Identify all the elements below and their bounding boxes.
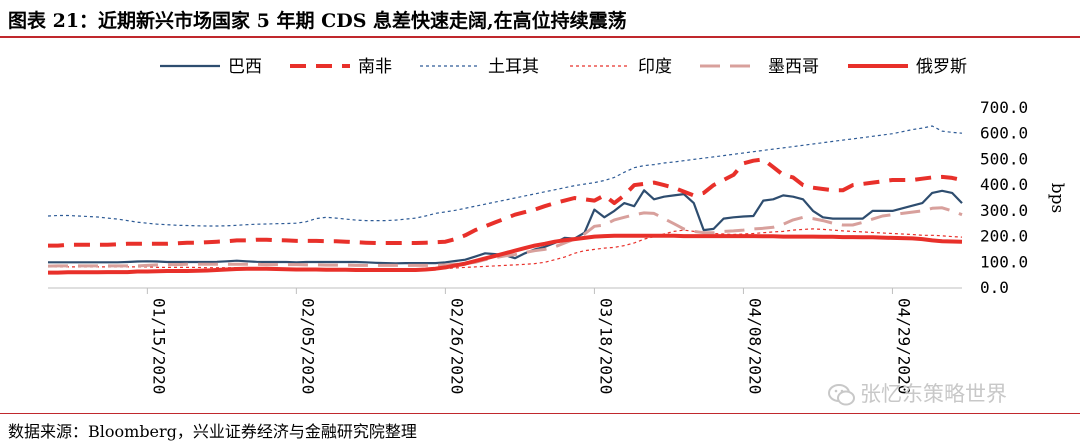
y-tick-label: 200.0 — [980, 227, 1028, 246]
title-rule — [0, 36, 1080, 38]
x-tick-label: 02/26/2020 — [447, 298, 466, 394]
legend-label-2: 南非 — [358, 57, 392, 77]
legend: 巴西 南非 土耳其 印度 墨西哥 俄罗斯 — [160, 57, 967, 77]
series-line-5 — [47, 206, 963, 268]
x-tick-label: 04/29/2020 — [894, 298, 913, 394]
legend-label-6: 俄罗斯 — [916, 57, 967, 77]
y-tick-label: 600.0 — [980, 124, 1028, 143]
series-line-4 — [48, 228, 963, 271]
series-line-2 — [48, 157, 963, 248]
source-rule — [0, 413, 1080, 414]
wechat-icon — [828, 384, 855, 406]
y-tick-label: 300.0 — [980, 201, 1028, 220]
y-tick-label: 700.0 — [980, 98, 1028, 117]
legend-label-1: 巴西 — [228, 57, 262, 77]
chart-title: 图表 21：近期新兴市场国家 5 年期 CDS 息差快速走阔,在高位持续震荡 — [8, 10, 627, 32]
axes: 0.0 100.0 200.0 300.0 400.0 500.0 600.0 700.0 01… — [48, 98, 1028, 394]
watermark-text: 张忆东策略世界 — [860, 382, 1007, 406]
legend-label-3: 土耳其 — [488, 57, 539, 77]
y-axis-label: bps — [1047, 183, 1067, 214]
x-tick-label: 01/15/2020 — [149, 298, 168, 394]
x-tick-label: 04/08/2020 — [745, 298, 764, 394]
y-tick-label: 100.0 — [980, 252, 1028, 271]
y-tick-label: 0.0 — [980, 278, 1009, 297]
series-line-6 — [48, 233, 963, 275]
y-tick-label: 500.0 — [980, 149, 1028, 168]
cds-line-chart: 巴西 南非 土耳其 印度 墨西哥 俄罗斯 0.0 100.0 200.0 300.0 400.0 5… — [47, 57, 1067, 394]
series-line-3 — [47, 125, 963, 227]
legend-label-4: 印度 — [638, 57, 672, 77]
source-note: 数据来源：Bloomberg，兴业证券经济与金融研究院整理 — [8, 422, 417, 441]
series-lines — [47, 125, 963, 275]
legend-label-5: 墨西哥 — [768, 57, 819, 77]
y-tick-label: 400.0 — [980, 175, 1028, 194]
x-tick-label: 02/05/2020 — [298, 298, 317, 394]
watermark: 张忆东策略世界 — [828, 378, 1007, 408]
x-tick-label: 03/18/2020 — [596, 298, 615, 394]
